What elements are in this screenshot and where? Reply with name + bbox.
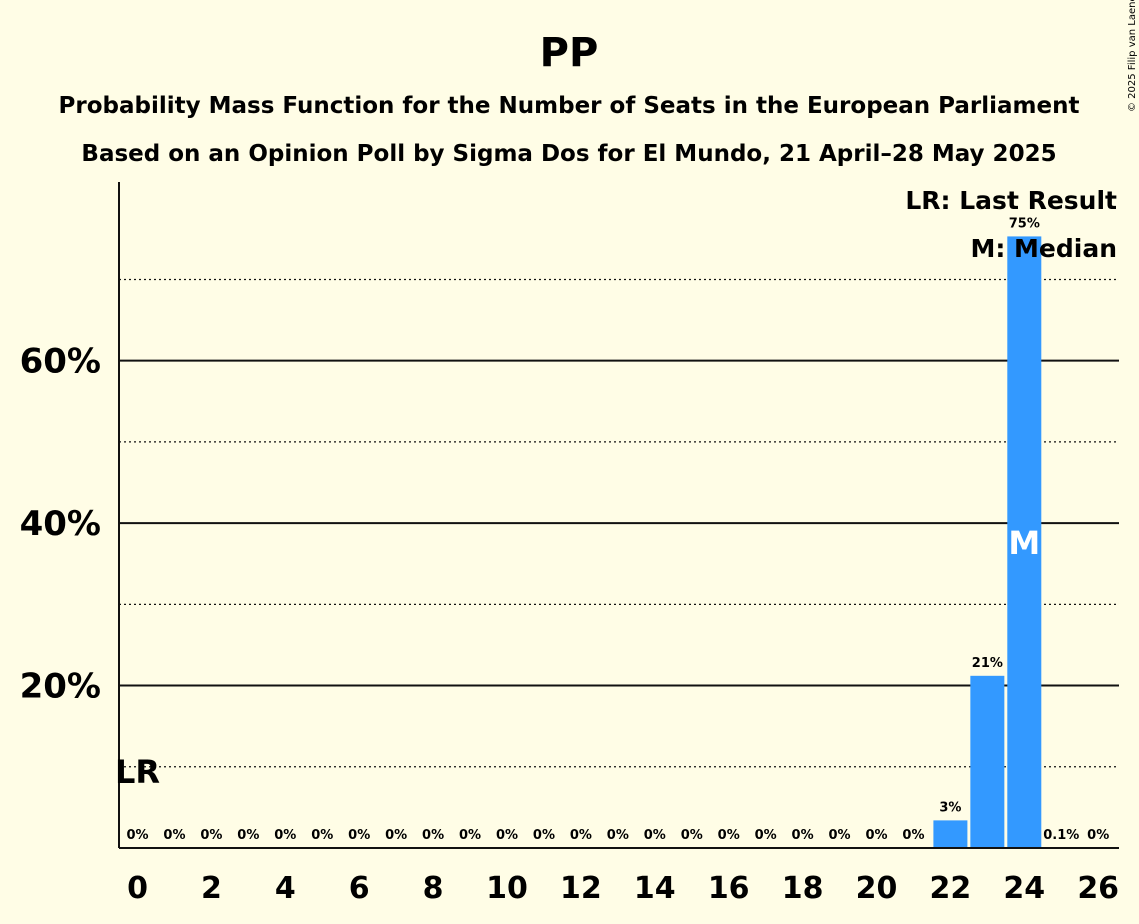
y-tick-label: 60% xyxy=(20,342,101,382)
bar-value-label: 0% xyxy=(718,828,740,843)
x-tick-label: 12 xyxy=(560,871,602,906)
bar-value-label: 0% xyxy=(200,828,222,843)
bar-value-label: 0% xyxy=(829,828,851,843)
bar-value-label: 0% xyxy=(496,828,518,843)
chart-subtitle-2: Based on an Opinion Poll by Sigma Dos fo… xyxy=(81,141,1056,167)
gridlines: 20% 40% 60% xyxy=(20,278,1119,768)
bars xyxy=(933,236,1079,849)
x-tick-label: 6 xyxy=(349,871,370,906)
bar xyxy=(970,675,1005,848)
bar-value-label: 0% xyxy=(348,828,370,843)
bar-value-label: 0% xyxy=(237,828,259,843)
bar-value-label: 0% xyxy=(902,828,924,843)
chart-title: PP xyxy=(540,30,599,76)
x-tick-label: 16 xyxy=(708,871,750,906)
x-tick-label: 22 xyxy=(930,871,972,906)
bar-value-label: 0% xyxy=(792,828,814,843)
markers: LR M xyxy=(115,524,1040,791)
bar-value-label: 75% xyxy=(1009,216,1040,231)
x-tick-label: 20 xyxy=(856,871,898,906)
bar-value-label: 0% xyxy=(311,828,333,843)
bar-value-label: 0% xyxy=(126,828,148,843)
bar-value-label: 0% xyxy=(385,828,407,843)
x-tick-label: 10 xyxy=(486,871,528,906)
bar-value-label: 0% xyxy=(570,828,592,843)
legend-last-result: LR: Last Result xyxy=(905,186,1117,215)
bar-value-label: 0% xyxy=(163,828,185,843)
bar-value-label: 0% xyxy=(865,828,887,843)
x-tick-label: 2 xyxy=(201,871,222,906)
x-tick-label: 4 xyxy=(275,871,296,906)
bar-value-label: 21% xyxy=(972,656,1003,671)
bar-value-label: 0% xyxy=(681,828,703,843)
bar-value-label: 0% xyxy=(274,828,296,843)
bar-value-label: 0% xyxy=(644,828,666,843)
chart-subtitle-1: Probability Mass Function for the Number… xyxy=(59,93,1080,119)
median-marker: M xyxy=(1008,524,1040,562)
bar xyxy=(1007,236,1042,849)
axes: 0 2 4 6 8 10 12 14 16 18 20 22 24 26 xyxy=(118,182,1119,906)
x-tick-label: 18 xyxy=(782,871,824,906)
x-tick-label: 0 xyxy=(127,871,148,906)
y-tick-label: 20% xyxy=(20,667,101,707)
bar-value-label: 0% xyxy=(533,828,555,843)
y-tick-label: 40% xyxy=(20,504,101,544)
x-tick-label: 14 xyxy=(634,871,676,906)
bar-value-label: 3% xyxy=(939,800,961,815)
bar-value-label: 0% xyxy=(607,828,629,843)
bar-value-label: 0% xyxy=(755,828,777,843)
bar-value-label: 0% xyxy=(422,828,444,843)
x-tick-label: 8 xyxy=(423,871,444,906)
x-tick-label: 26 xyxy=(1077,871,1119,906)
bar-value-label: 0% xyxy=(1087,828,1109,843)
legend-median: M: Median xyxy=(970,234,1117,263)
x-tick-label: 24 xyxy=(1003,871,1045,906)
bar xyxy=(933,820,968,848)
last-result-marker: LR xyxy=(115,753,160,791)
copyright-notice: © 2025 Filip van Laenen xyxy=(1127,0,1138,112)
bar-value-labels: 0% 0% 0% 0% 0% 0% 0% 0% 0% 0% 0% 0% 0% 0% 0% 0% 0% 0% 0% 0%… xyxy=(126,216,1109,843)
bar-value-label: 0.1% xyxy=(1043,828,1079,843)
bar-value-label: 0% xyxy=(459,828,481,843)
